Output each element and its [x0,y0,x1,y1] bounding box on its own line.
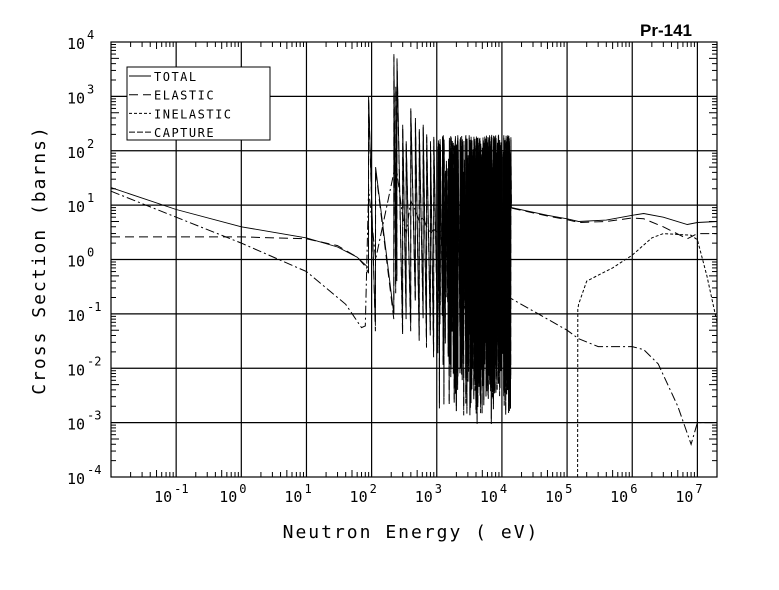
y-tick-exponent: 0 [87,246,94,260]
series-inelastic [577,233,718,478]
x-tick-exponent: -1 [174,482,188,496]
y-tick-label: 10 [67,470,85,488]
y-tick-exponent: 2 [87,137,94,151]
y-tick-label: 10 [67,307,85,325]
x-tick-label: 10 [675,488,693,506]
y-tick-label: 10 [67,198,85,216]
chart-title: Pr-141 [640,21,692,40]
x-tick-label: 10 [545,488,563,506]
legend-label-capture: CAPTURE [154,126,215,140]
y-tick-exponent: 4 [87,28,94,42]
x-tick-exponent: 4 [500,482,507,496]
x-tick-label: 10 [154,488,172,506]
legend: TOTAL ELASTIC INELASTIC CAPTURE [126,66,271,141]
x-tick-label: 10 [480,488,498,506]
x-tick-label: 10 [610,488,628,506]
legend-label-total: TOTAL [154,70,198,84]
x-tick-exponent: 3 [435,482,442,496]
y-tick-label: 10 [67,35,85,53]
y-tick-exponent: 3 [87,82,94,96]
x-tick-exponent: 5 [565,482,572,496]
series-group [110,54,718,478]
y-tick-exponent: -1 [87,300,101,314]
x-tick-exponent: 0 [239,482,246,496]
x-tick-exponent: 2 [370,482,377,496]
y-tick-label: 10 [67,144,85,162]
series-capture [110,172,717,446]
x-tick-exponent: 1 [304,482,311,496]
x-tick-exponent: 6 [630,482,637,496]
ticks: 10 -1 10 0 10 1 10 2 10 3 10 4 10 5 10 6 10 710 -410 -310 -2… [67,28,717,506]
x-axis-label: Neutron Energy ( eV) [283,522,540,543]
x-tick-label: 10 [284,488,302,506]
y-tick-label: 10 [67,361,85,379]
y-tick-exponent: -4 [87,463,101,477]
y-axis-label: Cross Section (barns) [29,125,50,395]
y-tick-label: 10 [67,416,85,434]
legend-label-inelastic: INELASTIC [154,107,233,121]
x-tick-label: 10 [415,488,433,506]
x-tick-label: 10 [350,488,368,506]
series-elastic [111,56,717,426]
legend-box [126,66,271,141]
legend-label-elastic: ELASTIC [154,89,215,103]
x-tick-label: 10 [219,488,237,506]
y-tick-exponent: -2 [87,354,101,368]
x-tick-exponent: 7 [695,482,702,496]
y-tick-exponent: -3 [87,409,101,423]
y-tick-exponent: 1 [87,191,94,205]
y-tick-label: 10 [67,89,85,107]
y-tick-label: 10 [67,253,85,271]
plot-frame [110,41,718,478]
